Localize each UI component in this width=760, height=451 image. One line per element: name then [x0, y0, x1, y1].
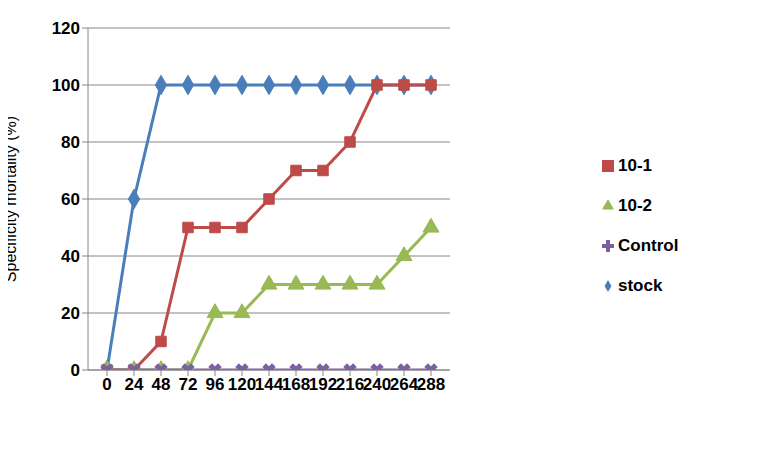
svg-text:72: 72	[179, 375, 198, 394]
svg-text:20: 20	[61, 304, 80, 323]
svg-text:60: 60	[61, 190, 80, 209]
html-text:10-2: 10-2	[618, 195, 652, 215]
svg-text:240: 240	[363, 375, 391, 394]
svg-text:0: 0	[102, 375, 111, 394]
svg-text:48: 48	[152, 375, 171, 394]
svg-text:264: 264	[390, 375, 419, 394]
svg-text:120: 120	[52, 19, 80, 38]
svg-text:0: 0	[71, 361, 80, 380]
svg-text:24: 24	[125, 375, 144, 394]
svg-text:Specificity mortality (%): Specificity mortality (%)	[8, 116, 19, 282]
svg-text:96: 96	[206, 375, 225, 394]
svg-text:168: 168	[282, 375, 310, 394]
svg-text:144: 144	[255, 375, 284, 394]
svg-text:100: 100	[52, 76, 80, 95]
html-text:stock: stock	[618, 275, 663, 295]
html-text:Control: Control	[618, 235, 679, 255]
svg-text:120: 120	[228, 375, 256, 394]
svg-text:40: 40	[61, 247, 80, 266]
html-text:10-1: 10-1	[618, 155, 652, 175]
svg-text:216: 216	[336, 375, 364, 394]
svg-text:288: 288	[417, 375, 445, 394]
svg-text:80: 80	[61, 133, 80, 152]
svg-text:192: 192	[309, 375, 337, 394]
